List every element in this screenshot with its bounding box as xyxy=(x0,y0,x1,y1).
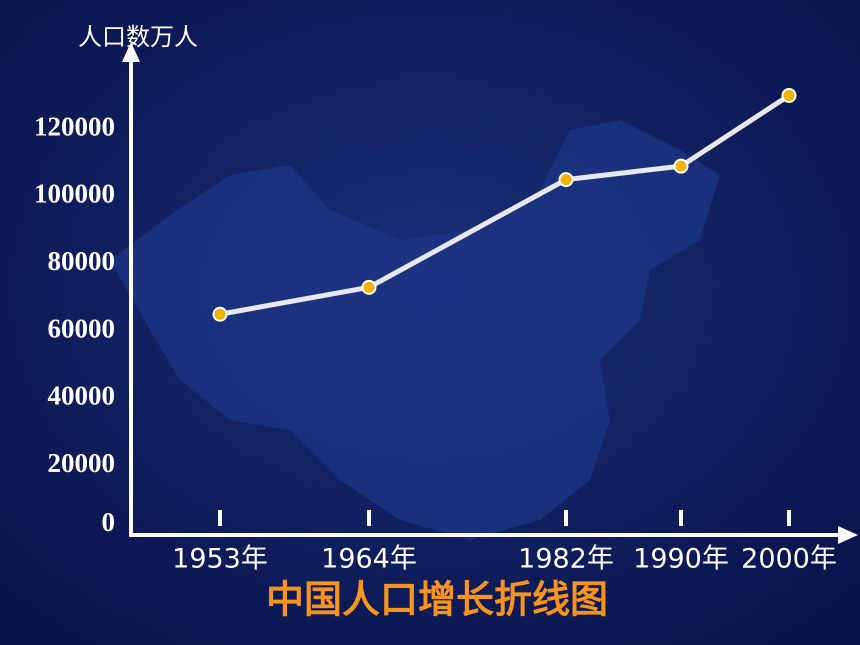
x-tick-label: 1964年 xyxy=(321,544,417,575)
point xyxy=(781,87,797,103)
x-tick-label: 1953年 xyxy=(172,544,268,575)
chart-title: 中国人口增长折线图 xyxy=(266,578,608,622)
point xyxy=(673,158,689,174)
y-tick-label: 0 xyxy=(102,507,116,537)
y-tick-label: 120000 xyxy=(34,111,115,141)
y-tick-label: 80000 xyxy=(48,246,116,276)
y-tick-label: 60000 xyxy=(48,313,116,343)
x-tick-label: 1982年 xyxy=(518,544,614,575)
y-tick-label: 20000 xyxy=(48,448,116,478)
x-tick-label: 2000年 xyxy=(741,544,837,575)
map-silhouette xyxy=(110,120,720,540)
point xyxy=(212,306,228,322)
x-axis-arrow xyxy=(838,526,858,544)
y-tick-label: 40000 xyxy=(48,381,116,411)
y-axis-title: 人口数万人 xyxy=(78,23,198,51)
point xyxy=(558,172,574,188)
y-tick-label: 100000 xyxy=(34,179,115,209)
x-tick-label: 1990年 xyxy=(633,544,729,575)
y-axis-arrow xyxy=(122,42,140,62)
point xyxy=(361,279,377,295)
